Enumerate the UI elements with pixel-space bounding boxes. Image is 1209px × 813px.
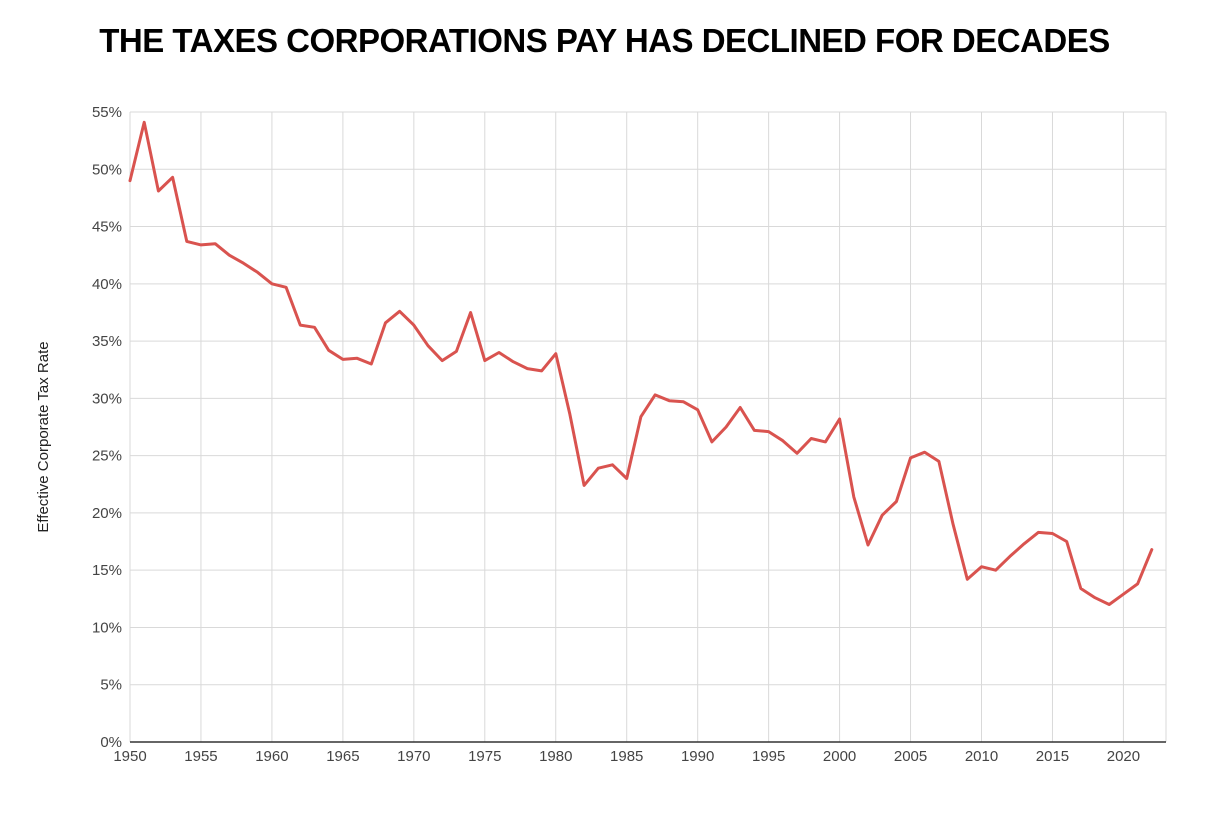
x-tick-label: 2015 <box>1036 748 1069 765</box>
y-axis-ticks: 0% 5% 10% 15% 20% 25% 30% 35% 40% 45% 50% 55% <box>92 104 122 751</box>
x-tick-label: 2005 <box>894 748 927 765</box>
chart-title: THE TAXES CORPORATIONS PAY HAS DECLINED … <box>99 22 1110 59</box>
y-tick-label: 10% <box>92 619 122 636</box>
x-tick-label: 1985 <box>610 748 643 765</box>
y-tick-label: 40% <box>92 276 122 293</box>
y-tick-label: 25% <box>92 448 122 465</box>
x-tick-label: 1960 <box>255 748 288 765</box>
y-tick-label: 45% <box>92 219 122 236</box>
y-tick-label: 5% <box>100 677 122 694</box>
y-tick-label: 20% <box>92 505 122 522</box>
y-tick-label: 15% <box>92 562 122 579</box>
y-tick-label: 50% <box>92 161 122 178</box>
x-tick-label: 1990 <box>681 748 714 765</box>
series-layer <box>128 120 1154 606</box>
x-tick-label: 2000 <box>823 748 856 765</box>
x-tick-label: 1970 <box>397 748 430 765</box>
x-tick-label: 1955 <box>184 748 217 765</box>
x-tick-label: 1995 <box>752 748 785 765</box>
series-line <box>128 120 1154 606</box>
x-tick-label: 1975 <box>468 748 501 765</box>
x-tick-label: 1980 <box>539 748 572 765</box>
y-tick-label: 35% <box>92 333 122 350</box>
y-tick-label: 30% <box>92 390 122 407</box>
x-axis-ticks: 1950 1955 1960 1965 1970 1975 1980 1985 1990 1995… <box>113 748 1140 765</box>
x-tick-label: 1965 <box>326 748 359 765</box>
y-tick-label: 0% <box>100 734 122 751</box>
y-axis-title: Effective Corporate Tax Rate <box>35 341 52 532</box>
y-tick-label: 55% <box>92 104 122 121</box>
grid-lines <box>129 111 1167 742</box>
x-tick-label: 2010 <box>965 748 998 765</box>
x-tick-label: 1950 <box>113 748 146 765</box>
x-tick-label: 2020 <box>1107 748 1140 765</box>
